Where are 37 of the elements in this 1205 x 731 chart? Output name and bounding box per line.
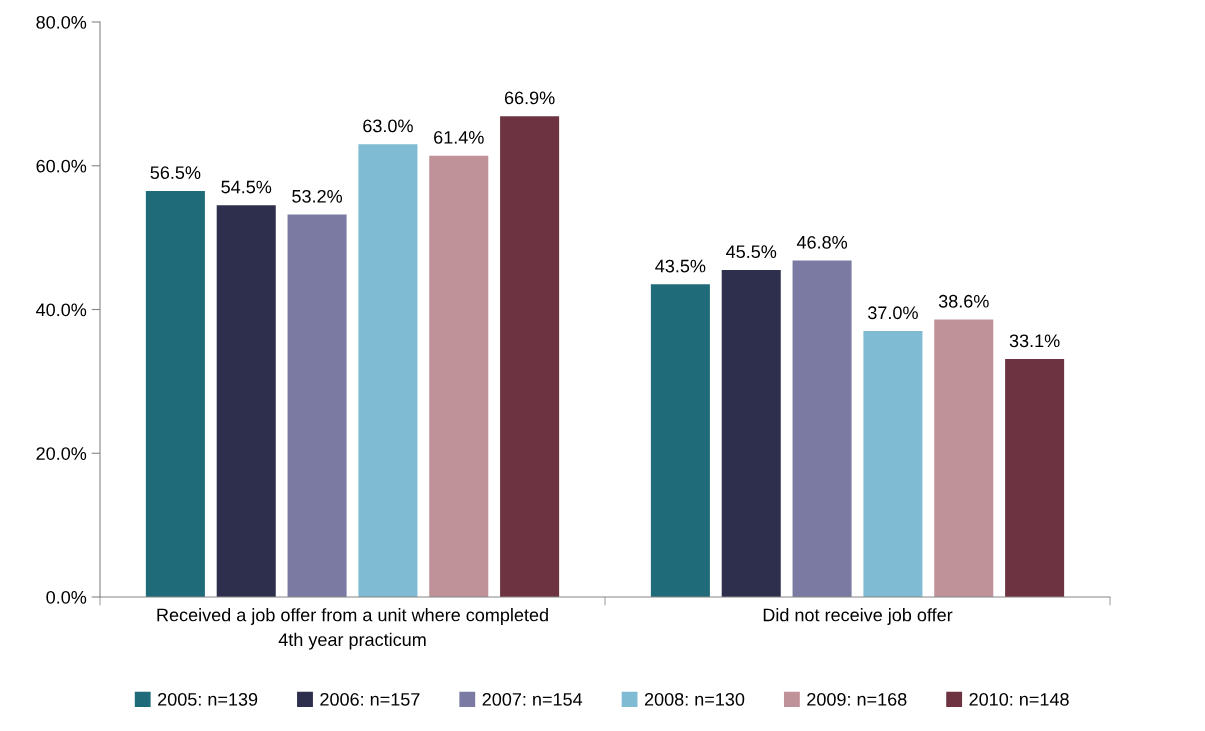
legend-label: 2009: n=168 (807, 692, 907, 706)
data-label: 38.6% (938, 294, 989, 308)
data-label: 61.4% (434, 131, 484, 144)
data-label: 37.0% (868, 306, 918, 320)
x-tick-label: Received a job offer from a unit where completed 4th year practicum (157, 608, 548, 650)
legend-label: 2006: n=157 (320, 692, 420, 706)
y-tick-label: 20.0% (36, 447, 87, 460)
bar (650, 284, 710, 597)
data-label: 54.5% (221, 180, 272, 194)
data-label: 53.2% (292, 189, 343, 203)
bar (145, 190, 205, 597)
y-tick-label: 0.0% (46, 590, 87, 604)
data-label: 56.5% (150, 166, 201, 179)
bar (216, 205, 276, 597)
bar (934, 319, 994, 597)
data-label: 63.0% (363, 119, 413, 133)
legend-label: 2010: n=148 (969, 692, 1069, 706)
data-label: 45.5% (726, 245, 777, 259)
y-tick-label: 80.0% (36, 15, 87, 29)
data-label: 46.8% (796, 235, 848, 249)
bar (429, 155, 489, 597)
y-tick-label: 60.0% (36, 159, 87, 173)
x-tick-label: Did not receive job offer (763, 608, 953, 625)
bar (287, 214, 347, 597)
y-tick-label: 40.0% (36, 303, 87, 317)
legend-label: 2008: n=130 (644, 692, 745, 706)
legend-label: 2005: n=139 (158, 692, 258, 706)
bar (500, 116, 560, 597)
bar (358, 144, 418, 597)
legend-label: 2007: n=154 (482, 692, 583, 706)
bar (1005, 359, 1065, 597)
data-label: 66.9% (504, 91, 555, 105)
data-label: 43.5% (655, 259, 706, 273)
data-label: 33.1% (1009, 334, 1060, 348)
bar (792, 260, 852, 597)
bar (863, 331, 923, 597)
bar (721, 269, 781, 597)
